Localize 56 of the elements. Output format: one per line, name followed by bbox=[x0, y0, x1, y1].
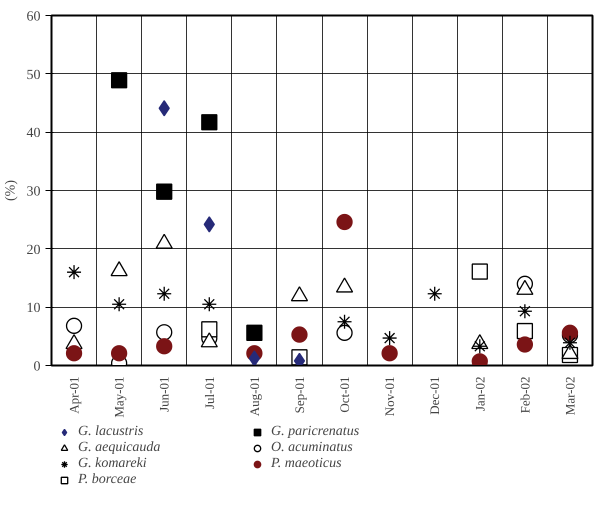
x-tick-label: Oct-01 bbox=[337, 376, 352, 413]
x-tick-label: Jun-01 bbox=[156, 376, 172, 412]
x-tick-label: Apr-01 bbox=[66, 376, 82, 414]
point bbox=[156, 286, 172, 302]
legend-label: G. komareki bbox=[78, 456, 148, 472]
point bbox=[156, 184, 172, 200]
y-tick-label: 60 bbox=[26, 10, 40, 24]
point bbox=[246, 324, 263, 341]
point bbox=[111, 296, 127, 312]
point bbox=[517, 304, 533, 319]
x-tick-label: Mar-02 bbox=[562, 376, 578, 416]
point bbox=[516, 322, 534, 340]
y-tick-label: 40 bbox=[26, 126, 40, 142]
x-tick-label: Feb-02 bbox=[517, 376, 532, 414]
point bbox=[156, 338, 172, 354]
point bbox=[201, 114, 218, 130]
point bbox=[516, 336, 534, 353]
point bbox=[562, 324, 578, 341]
point bbox=[66, 264, 82, 280]
x-tick-label: Aug-01 bbox=[246, 376, 262, 416]
legend-label: G. paricrenatus bbox=[271, 424, 360, 440]
x-tick-label: Jul-01 bbox=[202, 376, 217, 409]
x-tick-label: May-01 bbox=[112, 376, 127, 418]
point bbox=[66, 318, 82, 334]
legend-label: P. borceae bbox=[78, 472, 138, 488]
legend-label: G. aequicauda bbox=[78, 440, 162, 456]
point bbox=[336, 314, 352, 330]
point bbox=[110, 72, 128, 88]
point bbox=[381, 345, 398, 362]
point bbox=[336, 214, 353, 230]
point bbox=[336, 324, 353, 341]
point bbox=[110, 345, 128, 362]
x-tick-label: Nov-01 bbox=[382, 376, 398, 416]
point bbox=[472, 263, 488, 280]
y-tick-label: 50 bbox=[26, 68, 40, 83]
y-tick-label: 20 bbox=[26, 242, 40, 258]
point bbox=[202, 296, 217, 312]
legend-label: P. maeoticus bbox=[271, 456, 343, 472]
point bbox=[382, 330, 398, 346]
y-tick-label: 10 bbox=[26, 301, 40, 316]
point bbox=[562, 335, 578, 350]
point bbox=[472, 338, 488, 354]
point bbox=[291, 326, 308, 343]
legend-label: O. acuminatus bbox=[271, 440, 354, 456]
point bbox=[248, 350, 260, 366]
x-tick-label: Jan-02 bbox=[472, 376, 488, 412]
y-tick-label: 0 bbox=[34, 360, 40, 374]
x-tick-label: Dec-01 bbox=[427, 376, 442, 415]
y-axis-title: (%) bbox=[4, 180, 18, 201]
point bbox=[427, 286, 442, 302]
legend-label: G. lacustris bbox=[78, 424, 144, 440]
x-tick-label: Sep-01 bbox=[292, 376, 307, 414]
point bbox=[66, 345, 82, 362]
point bbox=[201, 321, 218, 338]
y-tick-label: 30 bbox=[26, 184, 40, 200]
point bbox=[156, 324, 172, 340]
